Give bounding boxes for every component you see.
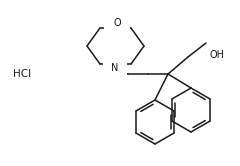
Text: O: O	[113, 18, 121, 28]
Text: OH: OH	[210, 50, 225, 60]
Text: N: N	[111, 63, 119, 73]
Text: HCl: HCl	[13, 69, 31, 79]
